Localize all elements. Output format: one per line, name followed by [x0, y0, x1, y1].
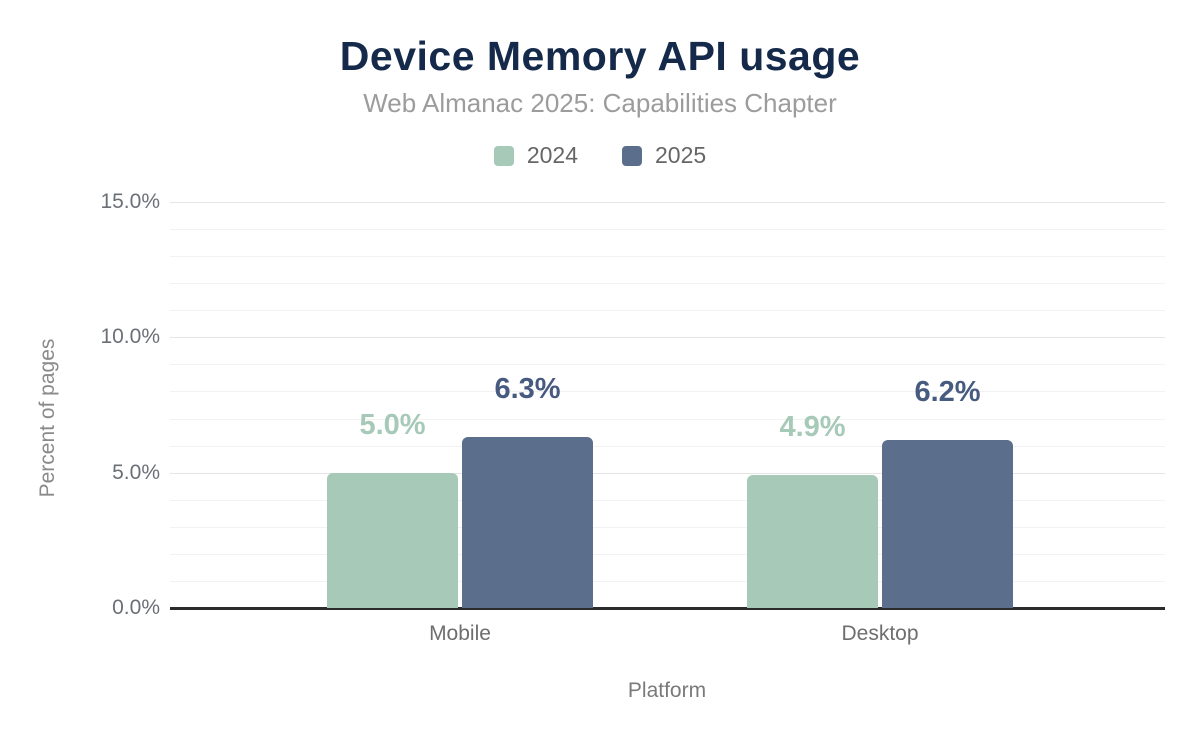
legend-label-2025: 2025: [655, 142, 707, 168]
y-tick-label: 15.0%: [100, 189, 160, 213]
minor-gridline: [170, 553, 1165, 555]
bar-2024-desktop: [747, 475, 878, 608]
x-category-label-mobile: Mobile: [429, 622, 491, 645]
chart-subtitle: Web Almanac 2025: Capabilities Chapter: [363, 88, 837, 118]
minor-gridline: [170, 526, 1165, 528]
bar-2025-mobile: [462, 437, 593, 608]
y-tick-label: 0.0%: [112, 596, 160, 619]
major-gridline: [170, 201, 1165, 203]
y-tick-label: 10.0%: [100, 325, 160, 349]
legend-swatch-2025: [622, 145, 642, 166]
x-category-label-desktop: Desktop: [841, 622, 919, 645]
bar-2024-mobile: [327, 473, 458, 608]
minor-gridline: [170, 580, 1165, 582]
bar-value-label-2025-desktop: 6.2%: [914, 376, 981, 408]
minor-gridline: [170, 229, 1165, 231]
legend-item-2025: 2025: [622, 142, 706, 169]
y-tick-label: 5.0%: [112, 460, 160, 484]
bar-value-label-2024-mobile: 5.0%: [359, 409, 426, 441]
legend: 2024 2025: [0, 142, 1200, 169]
bar-value-label-2025-mobile: 6.3%: [494, 373, 561, 405]
minor-gridline: [170, 391, 1165, 393]
minor-gridline: [170, 256, 1165, 258]
x-axis-title: Platform: [627, 679, 707, 702]
x-axis-line: [170, 607, 1165, 610]
bar-value-label-2024-desktop: 4.9%: [779, 411, 846, 443]
major-gridline: [170, 337, 1165, 339]
legend-swatch-2024: [493, 145, 514, 166]
major-gridline: [170, 472, 1165, 474]
chart-title: Device Memory API usage: [339, 33, 861, 79]
minor-gridline: [170, 445, 1165, 447]
minor-gridline: [170, 418, 1165, 420]
minor-gridline: [170, 499, 1165, 501]
legend-label-2024: 2024: [526, 142, 578, 168]
bar-2025-desktop: [882, 440, 1013, 608]
minor-gridline: [170, 283, 1165, 285]
minor-gridline: [170, 364, 1165, 366]
legend-item-2024: 2024: [493, 142, 578, 169]
minor-gridline: [170, 310, 1165, 312]
